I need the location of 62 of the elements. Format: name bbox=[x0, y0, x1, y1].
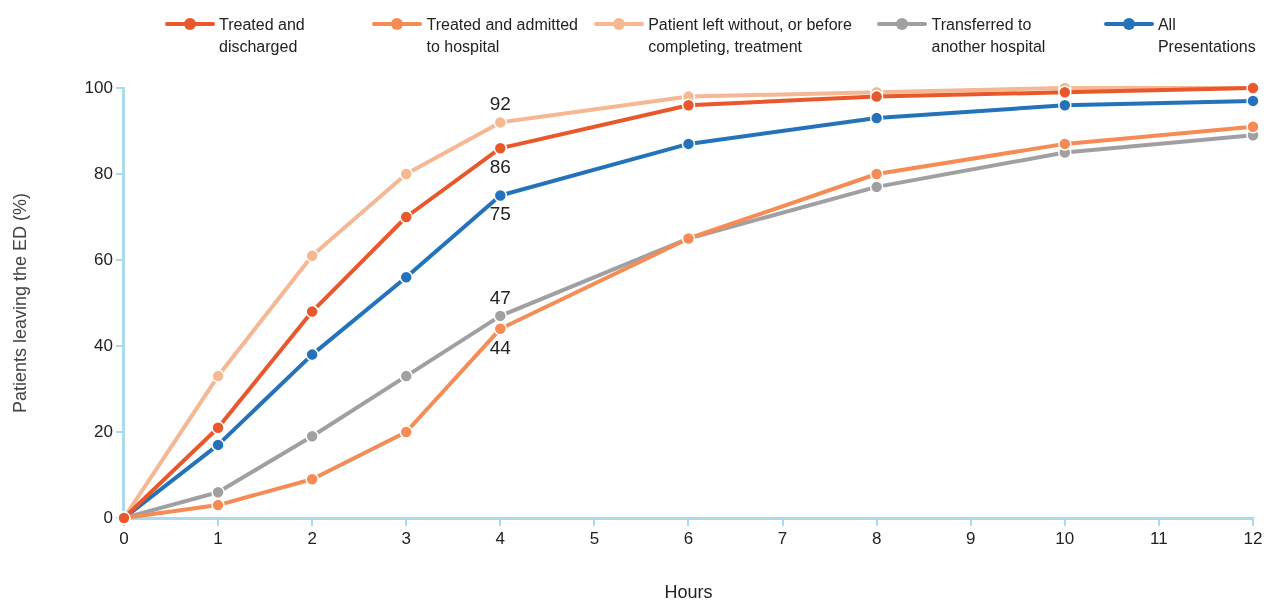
data-label: 86 bbox=[489, 155, 511, 177]
x-tick-label: 0 bbox=[119, 528, 129, 548]
point bbox=[211, 485, 225, 499]
x-tick-label: 5 bbox=[589, 528, 600, 548]
point bbox=[211, 498, 225, 512]
legend-label: All Presentations bbox=[1157, 15, 1257, 57]
x-tick-label: 3 bbox=[401, 528, 411, 548]
point bbox=[1058, 137, 1072, 151]
point bbox=[399, 270, 413, 284]
x-tick-label: 11 bbox=[1150, 528, 1168, 548]
point bbox=[1246, 94, 1260, 108]
x-tick-label: 9 bbox=[966, 528, 976, 548]
x-tick-label: 1 bbox=[213, 528, 223, 548]
y-tick-label: 40 bbox=[94, 335, 113, 355]
data-label: 44 bbox=[489, 336, 512, 358]
point bbox=[399, 425, 413, 439]
y-tick-label: 0 bbox=[103, 507, 113, 527]
x-tick-label: 8 bbox=[871, 528, 882, 548]
point bbox=[1246, 119, 1260, 134]
point bbox=[211, 420, 225, 435]
y-tick-label: 60 bbox=[94, 249, 113, 269]
point bbox=[493, 141, 508, 155]
point bbox=[1058, 85, 1072, 100]
point bbox=[305, 347, 319, 362]
point bbox=[869, 111, 884, 125]
y-tick-label: 20 bbox=[94, 421, 113, 441]
point bbox=[399, 369, 413, 383]
point bbox=[399, 210, 413, 224]
point bbox=[869, 167, 884, 181]
point bbox=[681, 98, 696, 112]
point bbox=[493, 188, 508, 203]
point bbox=[211, 369, 225, 383]
data-label: 92 bbox=[489, 93, 511, 115]
point bbox=[681, 137, 696, 151]
y-tick-label: 100 bbox=[84, 77, 113, 97]
x-tick-label: 10 bbox=[1055, 528, 1075, 548]
data-label: 75 bbox=[489, 203, 511, 225]
point bbox=[305, 472, 319, 487]
x-tick-label: 6 bbox=[683, 528, 694, 548]
legend-label: Treated and admitted to hospital bbox=[426, 15, 579, 57]
point bbox=[211, 438, 225, 452]
y-tick-label: 80 bbox=[94, 163, 113, 183]
point bbox=[869, 180, 884, 194]
legend-label: Patient left without, or before completing, treatment bbox=[648, 15, 853, 57]
point bbox=[305, 429, 319, 444]
x-tick-label: 12 bbox=[1243, 528, 1263, 548]
point bbox=[1058, 98, 1072, 112]
data-label: 47 bbox=[489, 286, 511, 308]
x-axis-title: Hours bbox=[664, 582, 713, 603]
x-tick-label: 4 bbox=[495, 528, 506, 548]
point bbox=[869, 89, 884, 104]
point bbox=[493, 115, 508, 130]
point bbox=[305, 304, 319, 319]
point bbox=[493, 322, 508, 336]
point bbox=[305, 248, 319, 263]
x-tick-label: 2 bbox=[307, 528, 317, 548]
y-axis-title: Patients leaving the ED (%) bbox=[9, 192, 30, 414]
legend-label: Treated and discharged bbox=[219, 15, 306, 57]
legend-label: Transferred to another hospital bbox=[931, 15, 1047, 57]
x-tick-label: 7 bbox=[777, 528, 788, 548]
point bbox=[399, 167, 413, 181]
point bbox=[493, 309, 508, 323]
